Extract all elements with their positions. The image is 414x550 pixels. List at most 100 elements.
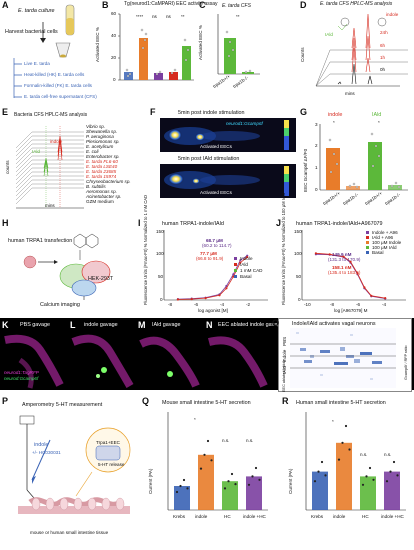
legend-item: IAld + A96 <box>372 235 394 240</box>
data-point <box>368 466 372 470</box>
arrow-down-icon <box>40 22 46 43</box>
treatment-item: Heat-killed (HK) E. tarda cells <box>24 72 85 77</box>
legend-swatches <box>366 231 369 254</box>
data-point <box>230 472 234 476</box>
data-point <box>385 480 389 483</box>
tissue-label: mouse or human small intestine tissue <box>30 530 109 535</box>
legend-item: Basal <box>240 274 252 279</box>
panel-label-e: E <box>2 107 9 117</box>
data-point <box>313 480 317 483</box>
data-point <box>251 475 254 478</box>
sig-marker: ** <box>236 14 240 19</box>
panel-g-ylabel: EEC Gcamp6f ΔF/F0 <box>303 148 308 192</box>
panel-j-ytick: 50 <box>296 274 302 279</box>
culture-tube-icon <box>65 4 75 36</box>
bar-indole-hc <box>246 476 262 510</box>
panel-label-m: M <box>138 320 146 330</box>
species-item: E. tarda FL6-60 <box>86 159 118 164</box>
panel-b-ytick: 0 <box>113 77 116 82</box>
panel-r-title: Human small intestine 5-HT secretion <box>296 400 386 406</box>
species-item: E. coli <box>86 149 99 154</box>
curve-indole <box>177 255 248 300</box>
panel-q-bar-chart <box>167 412 268 511</box>
data-point <box>384 297 387 300</box>
bar-category: Krebs <box>311 514 324 519</box>
panel-b-plot <box>118 13 194 81</box>
data-point <box>349 260 352 263</box>
ec50-iald-ci: (66.8 to 91.9) <box>196 256 224 261</box>
panel-i-ytick: 0 <box>160 297 163 302</box>
panel-d-chromatogram <box>315 13 408 87</box>
transfection-label: human TRPA1 transfection <box>8 238 73 244</box>
eec-ablated-gavage-image <box>207 336 268 388</box>
data-point <box>234 483 237 486</box>
data-point <box>372 478 375 481</box>
sig-marker: **** <box>136 14 144 19</box>
panel-j-dose-response <box>301 230 406 301</box>
release-label: 5-HT release <box>98 462 125 467</box>
data-point <box>176 298 179 301</box>
species-item: E. tarda 23685 <box>86 169 117 174</box>
panel-i-xtick: -8 <box>168 302 173 307</box>
species-item: Chryseobacterium sp. <box>86 179 131 184</box>
sig-marker: n.s. <box>360 452 368 457</box>
species-item: P. aeruginosa <box>86 134 114 139</box>
gavage-title: indole gavage <box>84 322 118 328</box>
species-item: E. tarda LSE40 <box>86 164 118 169</box>
panel-label-d: D <box>300 0 307 10</box>
iald-gavage-image <box>139 336 200 388</box>
iald-stimulation-image: Activated EECs <box>160 164 296 198</box>
panel-c-plot <box>217 14 260 75</box>
panel-j-ytick: 100 <box>294 251 302 256</box>
panel-e-title: Bacteria CFS HPLC-MS analysis <box>14 112 88 118</box>
data-point <box>203 453 206 456</box>
panel-g-plot <box>319 124 408 191</box>
genotype-label: neurod1:TagRFP <box>4 370 39 375</box>
bar-category: indole <box>333 514 346 519</box>
bar-category: HC <box>362 514 369 519</box>
data-point <box>317 470 320 473</box>
panel-d-ylabel: Counts <box>300 47 305 62</box>
panel-j-xtick: -10 <box>304 302 311 307</box>
legend-item: 100 μM Indole <box>372 240 402 245</box>
legend-item: 100 μM IAld <box>372 245 397 250</box>
panel-q-title: Mouse small intestine 5-HT secretion <box>162 400 251 406</box>
marker-label: IAld <box>32 149 40 154</box>
panel-j-xtick: -4 <box>382 302 387 307</box>
panel-label-g: G <box>300 107 308 117</box>
legend-item: IAld <box>240 262 248 267</box>
compound-label: indole <box>386 12 399 17</box>
legend-swatches <box>234 257 237 278</box>
bar-krebs <box>312 471 328 510</box>
cell-line-label: HEK-293T <box>88 276 114 282</box>
panel-g-ytick: 3 <box>315 122 318 127</box>
bar-category: indole +HC <box>243 514 266 519</box>
marker-label: indole <box>50 139 63 144</box>
receptor-label: Trpa1+EEC <box>96 440 120 445</box>
panel-label-n: N <box>206 320 213 330</box>
data-point <box>179 484 182 488</box>
panel-e-xlabel: mins <box>45 203 55 208</box>
data-point <box>232 275 235 278</box>
bar-category: Krebs <box>173 514 186 519</box>
data-point <box>258 478 261 481</box>
data-point <box>363 286 366 289</box>
data-point <box>218 294 221 297</box>
panel-b-ytick: 40 <box>111 33 117 38</box>
panel-label-o: O <box>272 318 280 328</box>
gavage-title: PBS gavage <box>20 322 50 328</box>
panel-d-title: E. tarda CFS HPLC-MS analysis <box>320 1 393 7</box>
data-point <box>389 470 392 473</box>
panel-j-ytick: 150 <box>294 229 302 234</box>
pellet-tube-icon <box>55 42 71 58</box>
inhibitor-label: +/- HC030031 <box>32 450 61 455</box>
panel-label-q: Q <box>142 396 150 406</box>
data-point <box>341 441 344 444</box>
sig-marker: * <box>194 417 196 422</box>
species-item: E. acetylicum <box>86 144 114 149</box>
data-point <box>204 297 207 300</box>
sig-marker: ns <box>166 14 171 19</box>
data-point <box>348 448 351 451</box>
data-point <box>247 483 251 486</box>
panel-i-ytick: 50 <box>158 274 164 279</box>
